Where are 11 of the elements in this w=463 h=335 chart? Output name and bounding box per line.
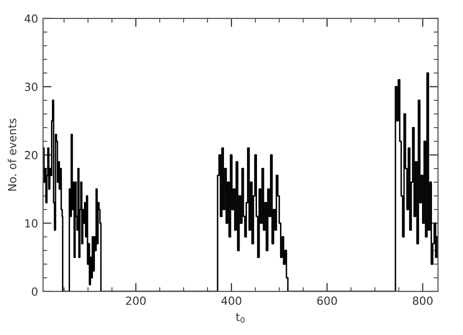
x-tick-label: 800 bbox=[412, 296, 433, 305]
y-axis-title: No. of events bbox=[8, 118, 16, 191]
y-tick-label: 0 bbox=[32, 287, 38, 296]
x-tick-label: 200 bbox=[126, 296, 146, 305]
y-tick-label: 10 bbox=[25, 219, 38, 228]
y-tick-label: 40 bbox=[24, 14, 38, 23]
x-tick-label: 600 bbox=[317, 296, 337, 305]
x-axis-title: t$_{0}$ bbox=[236, 313, 245, 323]
y-tick-label: 30 bbox=[24, 82, 38, 92]
x-tick-label: 400 bbox=[221, 296, 242, 305]
y-tick-label: 20 bbox=[24, 150, 38, 160]
